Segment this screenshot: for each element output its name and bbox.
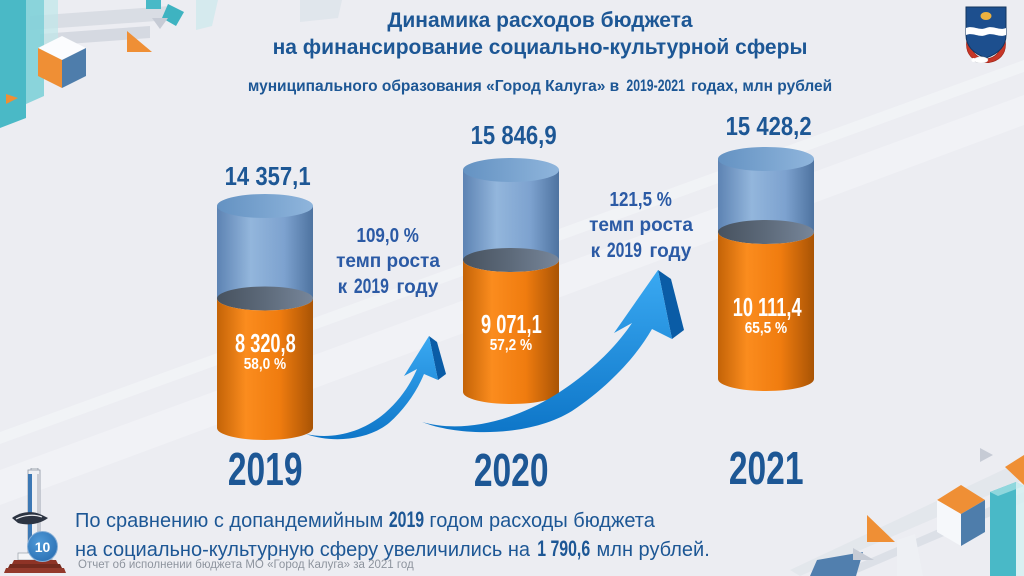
title-line1: Динамика расходов бюджета [387, 9, 693, 32]
summary-line1: По сравнению с допандемийным 2019 годом … [75, 507, 655, 532]
subtitle: муниципального образования «Город Калуга… [247, 76, 833, 95]
footer-source: Отчет об исполнении бюджета МО «Город Ка… [78, 559, 414, 571]
page-number: 10 [34, 538, 51, 555]
title-line2: на финансирование социально-культурной с… [272, 36, 808, 59]
growth-label-2021: 121,5 % темп роста к 2019 году [571, 188, 711, 264]
summary-line2: на социально-культурную сферу увеличилис… [75, 536, 710, 561]
segment-value-2019: 8 320,8 [234, 328, 296, 358]
segment-percent-2020: 57,2 % [489, 337, 533, 354]
total-value-2021: 15 428,2 [725, 111, 812, 141]
growth-label-2020: 109,0 % темп роста к 2019 году [318, 224, 458, 300]
year-label-2020: 2020 [473, 444, 549, 496]
segment-value-2020: 9 071,1 [480, 309, 542, 339]
year-label-2021: 2021 [728, 442, 804, 494]
total-value-2019: 14 357,1 [224, 161, 311, 191]
cylinder-2020 [463, 158, 559, 404]
corner-decor-bottom-right [790, 448, 1024, 576]
slide-title: Динамика расходов бюджета на финансирова… [0, 7, 1024, 98]
kaluga-coat-of-arms-icon [965, 6, 1007, 63]
growth-arrow-2 [422, 270, 684, 433]
cylinder-2021 [718, 147, 814, 391]
summary-note: По сравнению с допандемийным 2019 годом … [75, 506, 710, 564]
total-value-2020: 15 846,9 [470, 120, 557, 150]
subtitle-years: 2019-2021 [625, 76, 685, 95]
growth-percent-2021: 121,5 % [609, 189, 673, 211]
segment-percent-2021: 65,5 % [744, 320, 788, 337]
year-label-2019: 2019 [227, 443, 303, 495]
growth-percent-2020: 109,0 % [356, 225, 420, 247]
segment-value-2021: 10 111,4 [732, 292, 802, 322]
growth-arrow-1 [306, 336, 446, 440]
cylinder-2019 [217, 194, 313, 440]
corner-decor-top-left [0, 0, 342, 128]
page-number-badge: 10 [27, 531, 58, 562]
segment-percent-2019: 58,0 % [243, 356, 287, 373]
